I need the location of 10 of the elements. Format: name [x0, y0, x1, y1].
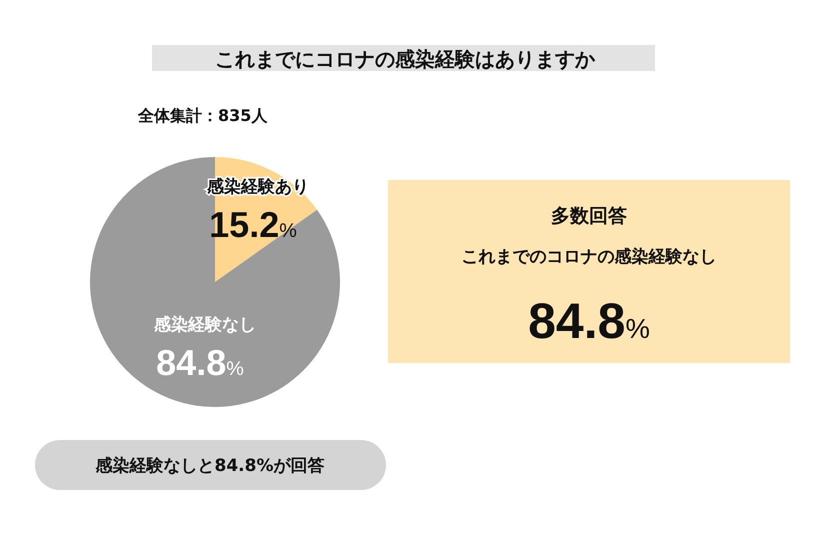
text: これまでのコロナの感染経験なし	[462, 247, 716, 267]
slice-label: 感染経験なし	[153, 315, 256, 335]
slice-label: 感染経験あり	[206, 177, 309, 197]
pie-slice	[90, 157, 340, 407]
text: 84.8%	[528, 293, 650, 349]
data-label: 84.8%	[156, 342, 244, 383]
text: 感染経験なしと84.8%が回答	[94, 456, 324, 476]
text: 多数回答	[551, 205, 627, 227]
text: これまでにコロナの感染経験はありますか	[215, 47, 596, 71]
chart-subtitle: 全体集計：835人	[137, 106, 268, 125]
